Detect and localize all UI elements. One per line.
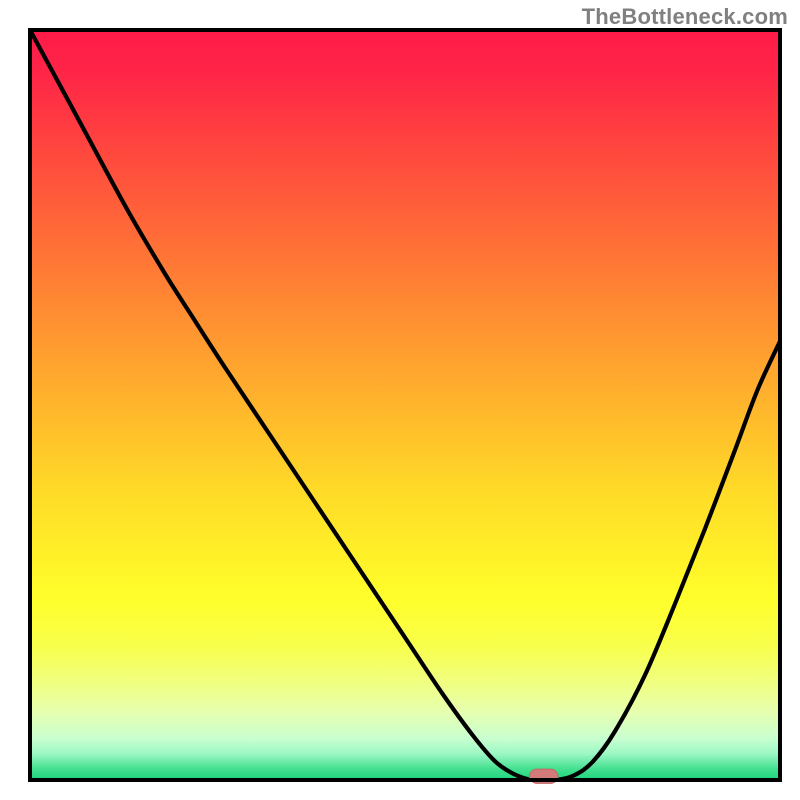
plot-area	[30, 30, 780, 783]
bottleneck-chart	[0, 0, 800, 800]
gradient-background	[30, 30, 780, 780]
chart-container: TheBottleneck.com	[0, 0, 800, 800]
